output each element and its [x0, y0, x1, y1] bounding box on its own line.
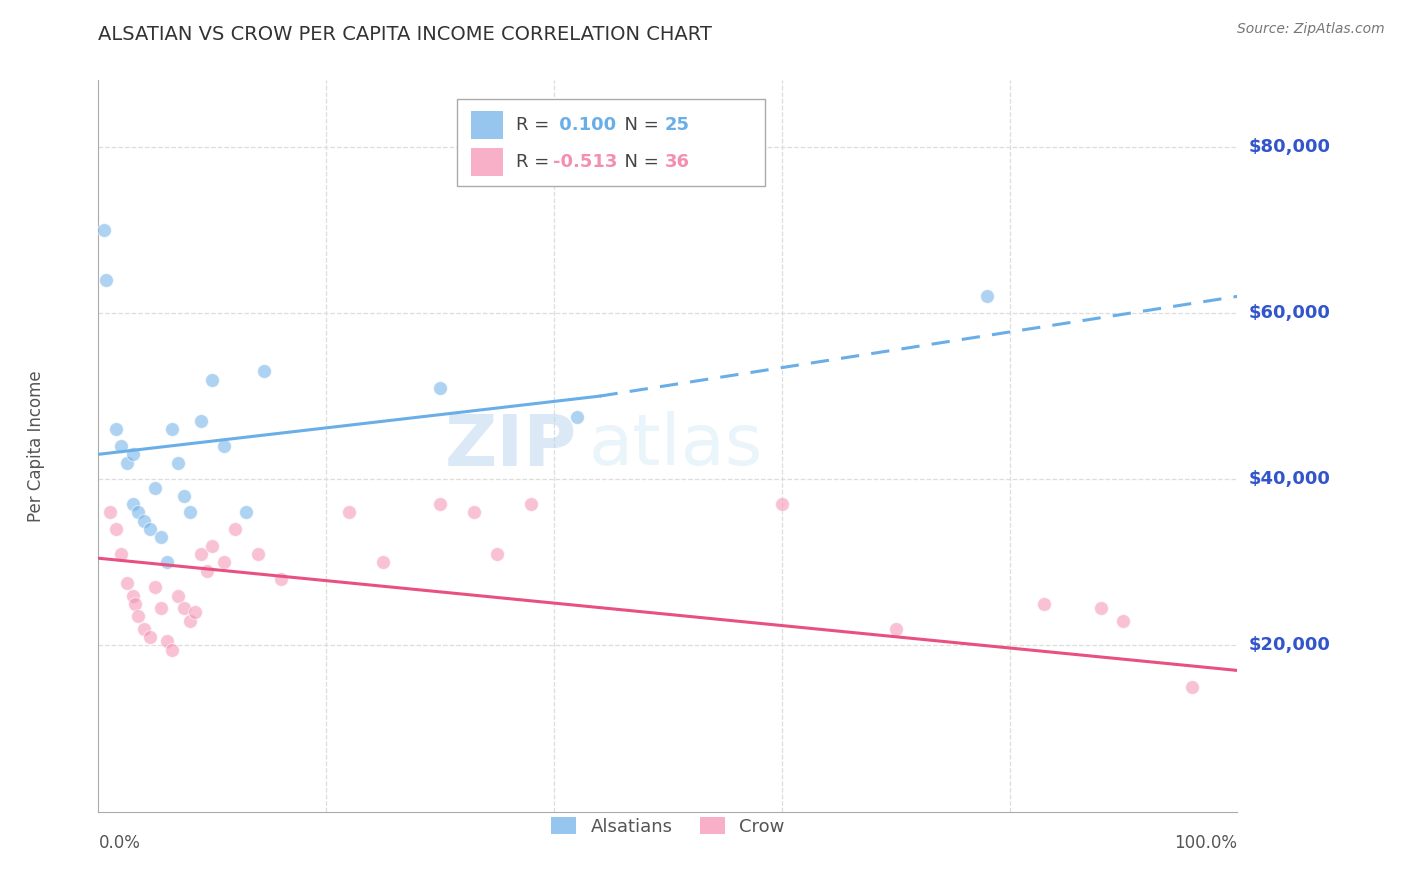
Point — [224, 522, 246, 536]
Point — [132, 514, 155, 528]
Text: N =: N = — [613, 116, 665, 134]
Point — [124, 597, 146, 611]
Point — [127, 609, 149, 624]
Point — [115, 456, 138, 470]
Text: 0.100: 0.100 — [553, 116, 616, 134]
Text: R =: R = — [516, 153, 555, 170]
Point — [150, 601, 173, 615]
Point — [104, 522, 127, 536]
Point — [110, 439, 132, 453]
Point — [235, 506, 257, 520]
Point — [486, 547, 509, 561]
Text: -0.513: -0.513 — [553, 153, 617, 170]
Point — [212, 555, 235, 569]
Point — [201, 539, 224, 553]
Point — [190, 414, 212, 428]
Point — [190, 547, 212, 561]
Point — [1090, 601, 1112, 615]
Point — [184, 605, 207, 619]
Point — [167, 456, 190, 470]
Point — [212, 439, 235, 453]
Text: R =: R = — [516, 116, 555, 134]
Point — [463, 506, 485, 520]
Point — [179, 614, 201, 628]
Point — [173, 601, 195, 615]
Text: $60,000: $60,000 — [1249, 304, 1330, 322]
Point — [195, 564, 218, 578]
Text: ALSATIAN VS CROW PER CAPITA INCOME CORRELATION CHART: ALSATIAN VS CROW PER CAPITA INCOME CORRE… — [98, 25, 713, 44]
Text: atlas: atlas — [588, 411, 762, 481]
Point — [132, 622, 155, 636]
Legend: Alsatians, Crow: Alsatians, Crow — [544, 810, 792, 843]
Point — [246, 547, 269, 561]
Point — [520, 497, 543, 511]
Point — [429, 497, 451, 511]
Point — [270, 572, 292, 586]
Point — [1032, 597, 1054, 611]
Text: N =: N = — [613, 153, 665, 170]
Point — [162, 642, 184, 657]
Text: ZIP: ZIP — [444, 411, 576, 481]
Text: $20,000: $20,000 — [1249, 637, 1330, 655]
Bar — [471, 148, 503, 176]
Point — [167, 589, 190, 603]
Point — [138, 522, 160, 536]
Point — [115, 576, 138, 591]
Point — [145, 580, 167, 594]
Bar — [471, 111, 503, 139]
Point — [121, 497, 143, 511]
Point — [93, 223, 115, 237]
Text: 36: 36 — [665, 153, 689, 170]
Point — [201, 372, 224, 386]
Point — [121, 589, 143, 603]
Text: $40,000: $40,000 — [1249, 470, 1330, 488]
FancyBboxPatch shape — [457, 99, 765, 186]
Point — [1112, 614, 1135, 628]
Point — [138, 630, 160, 644]
Text: $80,000: $80,000 — [1249, 137, 1330, 156]
Text: Source: ZipAtlas.com: Source: ZipAtlas.com — [1237, 22, 1385, 37]
Point — [565, 409, 588, 424]
Point — [173, 489, 195, 503]
Point — [371, 555, 394, 569]
Text: 25: 25 — [665, 116, 689, 134]
Point — [150, 530, 173, 544]
Text: 100.0%: 100.0% — [1174, 834, 1237, 852]
Text: Per Capita Income: Per Capita Income — [27, 370, 45, 522]
Point — [179, 506, 201, 520]
Point — [104, 422, 127, 436]
Text: 0.0%: 0.0% — [98, 834, 141, 852]
Point — [98, 506, 121, 520]
Point — [884, 622, 907, 636]
Point — [96, 273, 118, 287]
Point — [429, 381, 451, 395]
Point — [145, 481, 167, 495]
Point — [156, 634, 179, 648]
Point — [110, 547, 132, 561]
Point — [127, 506, 149, 520]
Point — [337, 506, 360, 520]
Point — [252, 364, 274, 378]
Point — [1181, 680, 1204, 694]
Point — [976, 289, 998, 303]
Point — [770, 497, 793, 511]
Point — [156, 555, 179, 569]
Point — [121, 447, 143, 461]
Point — [162, 422, 184, 436]
